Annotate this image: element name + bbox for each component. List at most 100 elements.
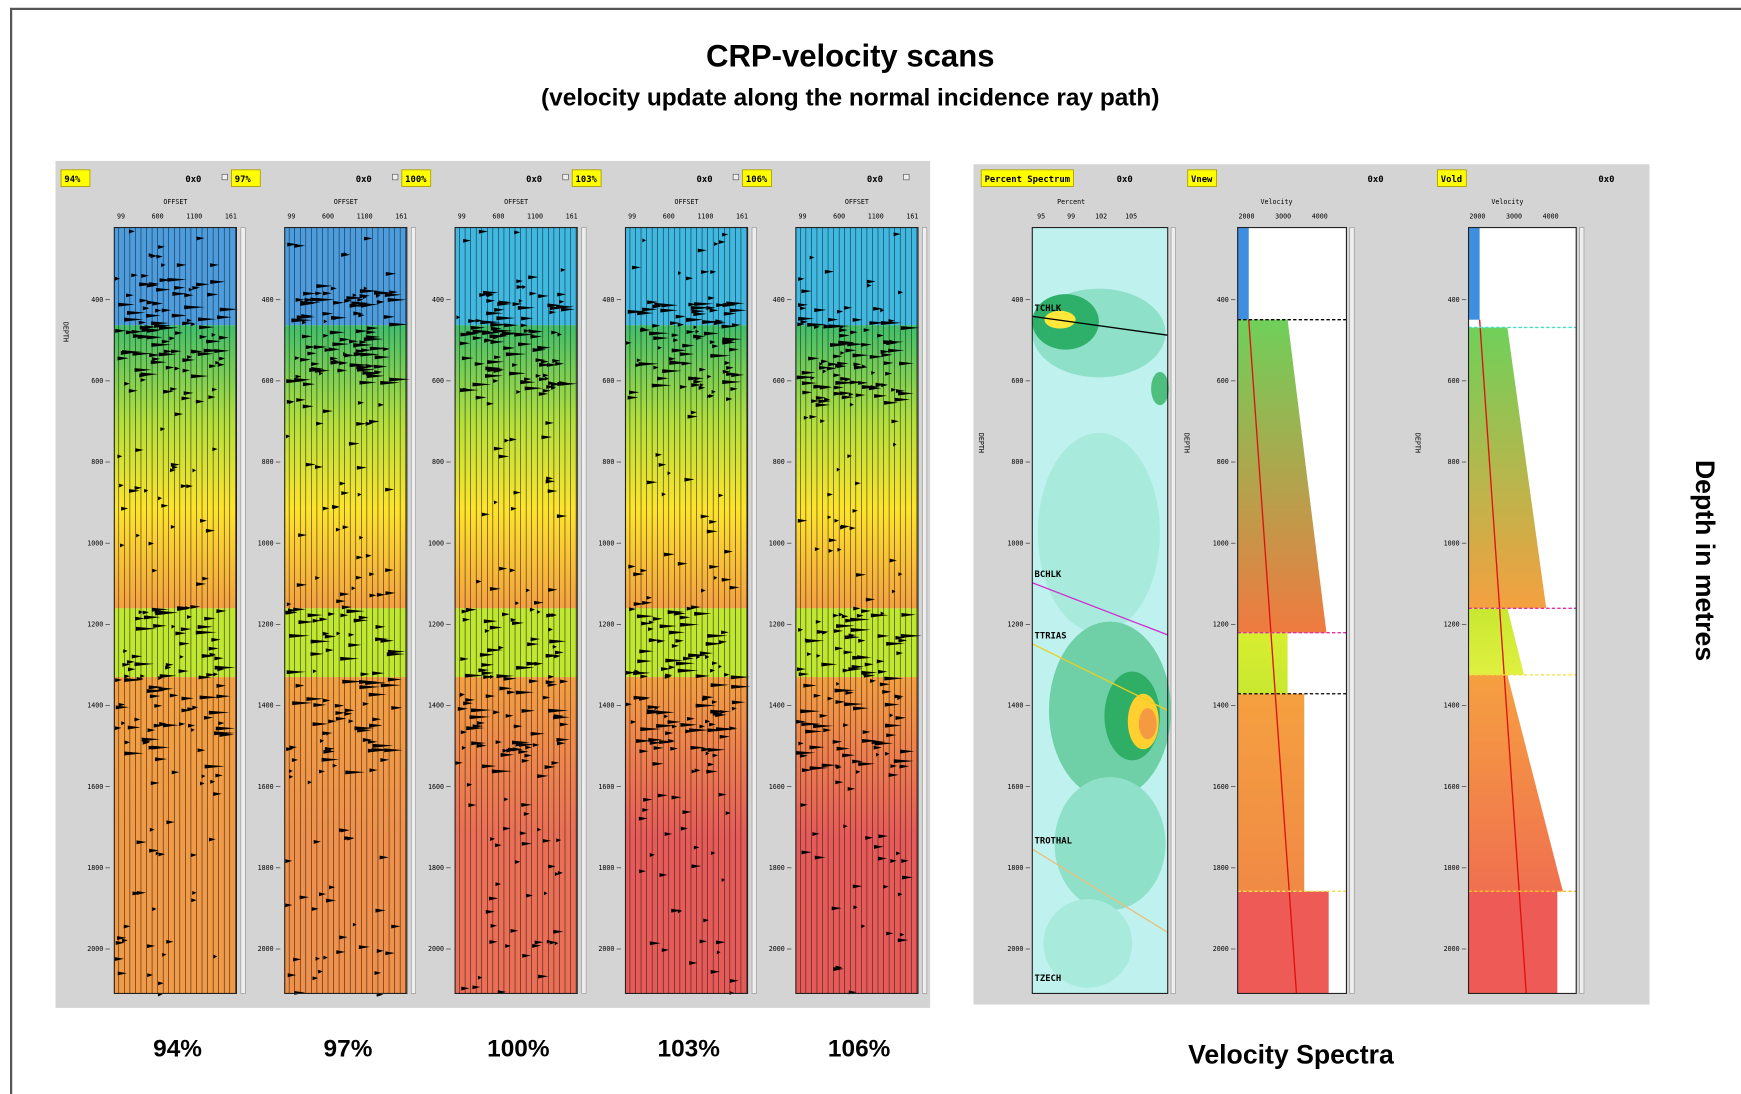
- wiggle: [824, 397, 831, 402]
- wiggle: [524, 386, 544, 391]
- depth-tick-label: 1200: [87, 621, 103, 629]
- wiggle: [855, 393, 866, 398]
- wiggle: [359, 380, 377, 385]
- side-label: Depth in metres: [1690, 460, 1720, 661]
- wiggle: [815, 619, 822, 624]
- wiggle: [366, 374, 385, 379]
- wiggle: [170, 387, 178, 392]
- velocity-band: [1237, 319, 1327, 633]
- wiggle: [710, 668, 716, 673]
- wiggle: [711, 389, 716, 394]
- axis-tick: 2000: [1469, 213, 1485, 221]
- depth-tick-label: 1200: [769, 621, 785, 629]
- depth-tick-label: 2000: [1444, 945, 1460, 953]
- panel-tag: 97%: [235, 175, 252, 185]
- wiggle: [119, 483, 124, 488]
- wiggle: [159, 674, 177, 678]
- wiggle: [288, 400, 294, 405]
- wiggle: [862, 739, 878, 743]
- wiggle: [500, 753, 514, 757]
- wiggle: [344, 711, 353, 716]
- wiggle: [206, 339, 222, 344]
- wiggle: [691, 383, 702, 388]
- wiggle: [832, 613, 839, 618]
- wiggle: [557, 382, 578, 386]
- wiggle: [493, 500, 498, 505]
- wiggle: [294, 356, 300, 361]
- wiggle: [546, 939, 552, 944]
- wiggle: [351, 301, 370, 306]
- wiggle: [375, 908, 386, 913]
- wiggle: [349, 363, 370, 368]
- wiggle: [125, 330, 137, 335]
- wiggle: [720, 710, 727, 714]
- wiggle: [560, 679, 569, 684]
- wiggle: [823, 728, 832, 733]
- subtitle: (velocity update along the normal incide…: [541, 84, 1159, 111]
- horizon-label: TCHLK: [1035, 304, 1062, 314]
- depth-tick-label: 800: [602, 458, 614, 466]
- wiggle: [142, 610, 150, 615]
- wiggle: [315, 421, 324, 426]
- panel-tag-box: [401, 169, 432, 187]
- wiggle: [835, 965, 843, 970]
- wiggle: [200, 518, 207, 523]
- wiggle: [638, 816, 648, 821]
- wiggle: [309, 368, 326, 372]
- wiggle: [199, 695, 220, 700]
- wiggle: [144, 488, 149, 493]
- wiggle: [847, 787, 856, 791]
- wiggle: [298, 533, 307, 538]
- wiggle: [318, 969, 323, 974]
- wiggle: [838, 340, 855, 345]
- wiggle: [890, 859, 897, 863]
- depth-tick-label: 1200: [428, 621, 444, 629]
- wiggle: [114, 276, 121, 281]
- wiggle: [195, 282, 210, 287]
- axis-tick: 3000: [1506, 213, 1522, 221]
- scrollbar: [410, 227, 416, 994]
- wiggle: [195, 399, 205, 404]
- wiggle: [689, 961, 698, 966]
- wiggle: [307, 613, 323, 618]
- offset-tick: 161: [395, 213, 407, 221]
- wiggle: [343, 353, 355, 358]
- depth-tick-label: 400: [1448, 296, 1460, 304]
- wiggle: [465, 698, 475, 703]
- wiggle: [213, 672, 218, 677]
- wiggle: [315, 576, 321, 580]
- velocity-top: [1468, 227, 1480, 320]
- wiggle: [374, 370, 383, 375]
- wiggle: [216, 694, 231, 699]
- wiggle: [532, 943, 542, 948]
- wiggle: [342, 679, 364, 684]
- wiggle: [852, 759, 863, 764]
- wiggle: [642, 600, 653, 605]
- wiggle: [848, 633, 856, 638]
- wiggle: [873, 745, 882, 750]
- wiggle: [211, 637, 221, 642]
- header-box: [903, 173, 910, 181]
- wiggle: [893, 442, 897, 447]
- wiggle: [146, 283, 159, 288]
- wiggle: [512, 302, 522, 307]
- wiggle: [679, 352, 695, 357]
- wiggle: [328, 347, 340, 352]
- wiggle: [803, 683, 817, 688]
- wiggle: [722, 369, 731, 374]
- wiggle: [356, 555, 364, 560]
- wiggle: [639, 649, 654, 654]
- wiggle: [710, 970, 721, 974]
- wiggle: [886, 641, 905, 646]
- depth-tick-label: 600: [1217, 377, 1229, 385]
- depth-tick-label: 1600: [258, 783, 274, 791]
- wiggle: [832, 739, 843, 744]
- wiggle: [722, 380, 742, 385]
- wiggle: [335, 527, 341, 532]
- wiggle: [487, 293, 494, 298]
- wiggle: [348, 441, 360, 446]
- wiggle: [161, 308, 172, 313]
- wiggle: [842, 753, 856, 758]
- depth-tick-label: 1800: [428, 864, 444, 872]
- wiggle: [901, 859, 909, 863]
